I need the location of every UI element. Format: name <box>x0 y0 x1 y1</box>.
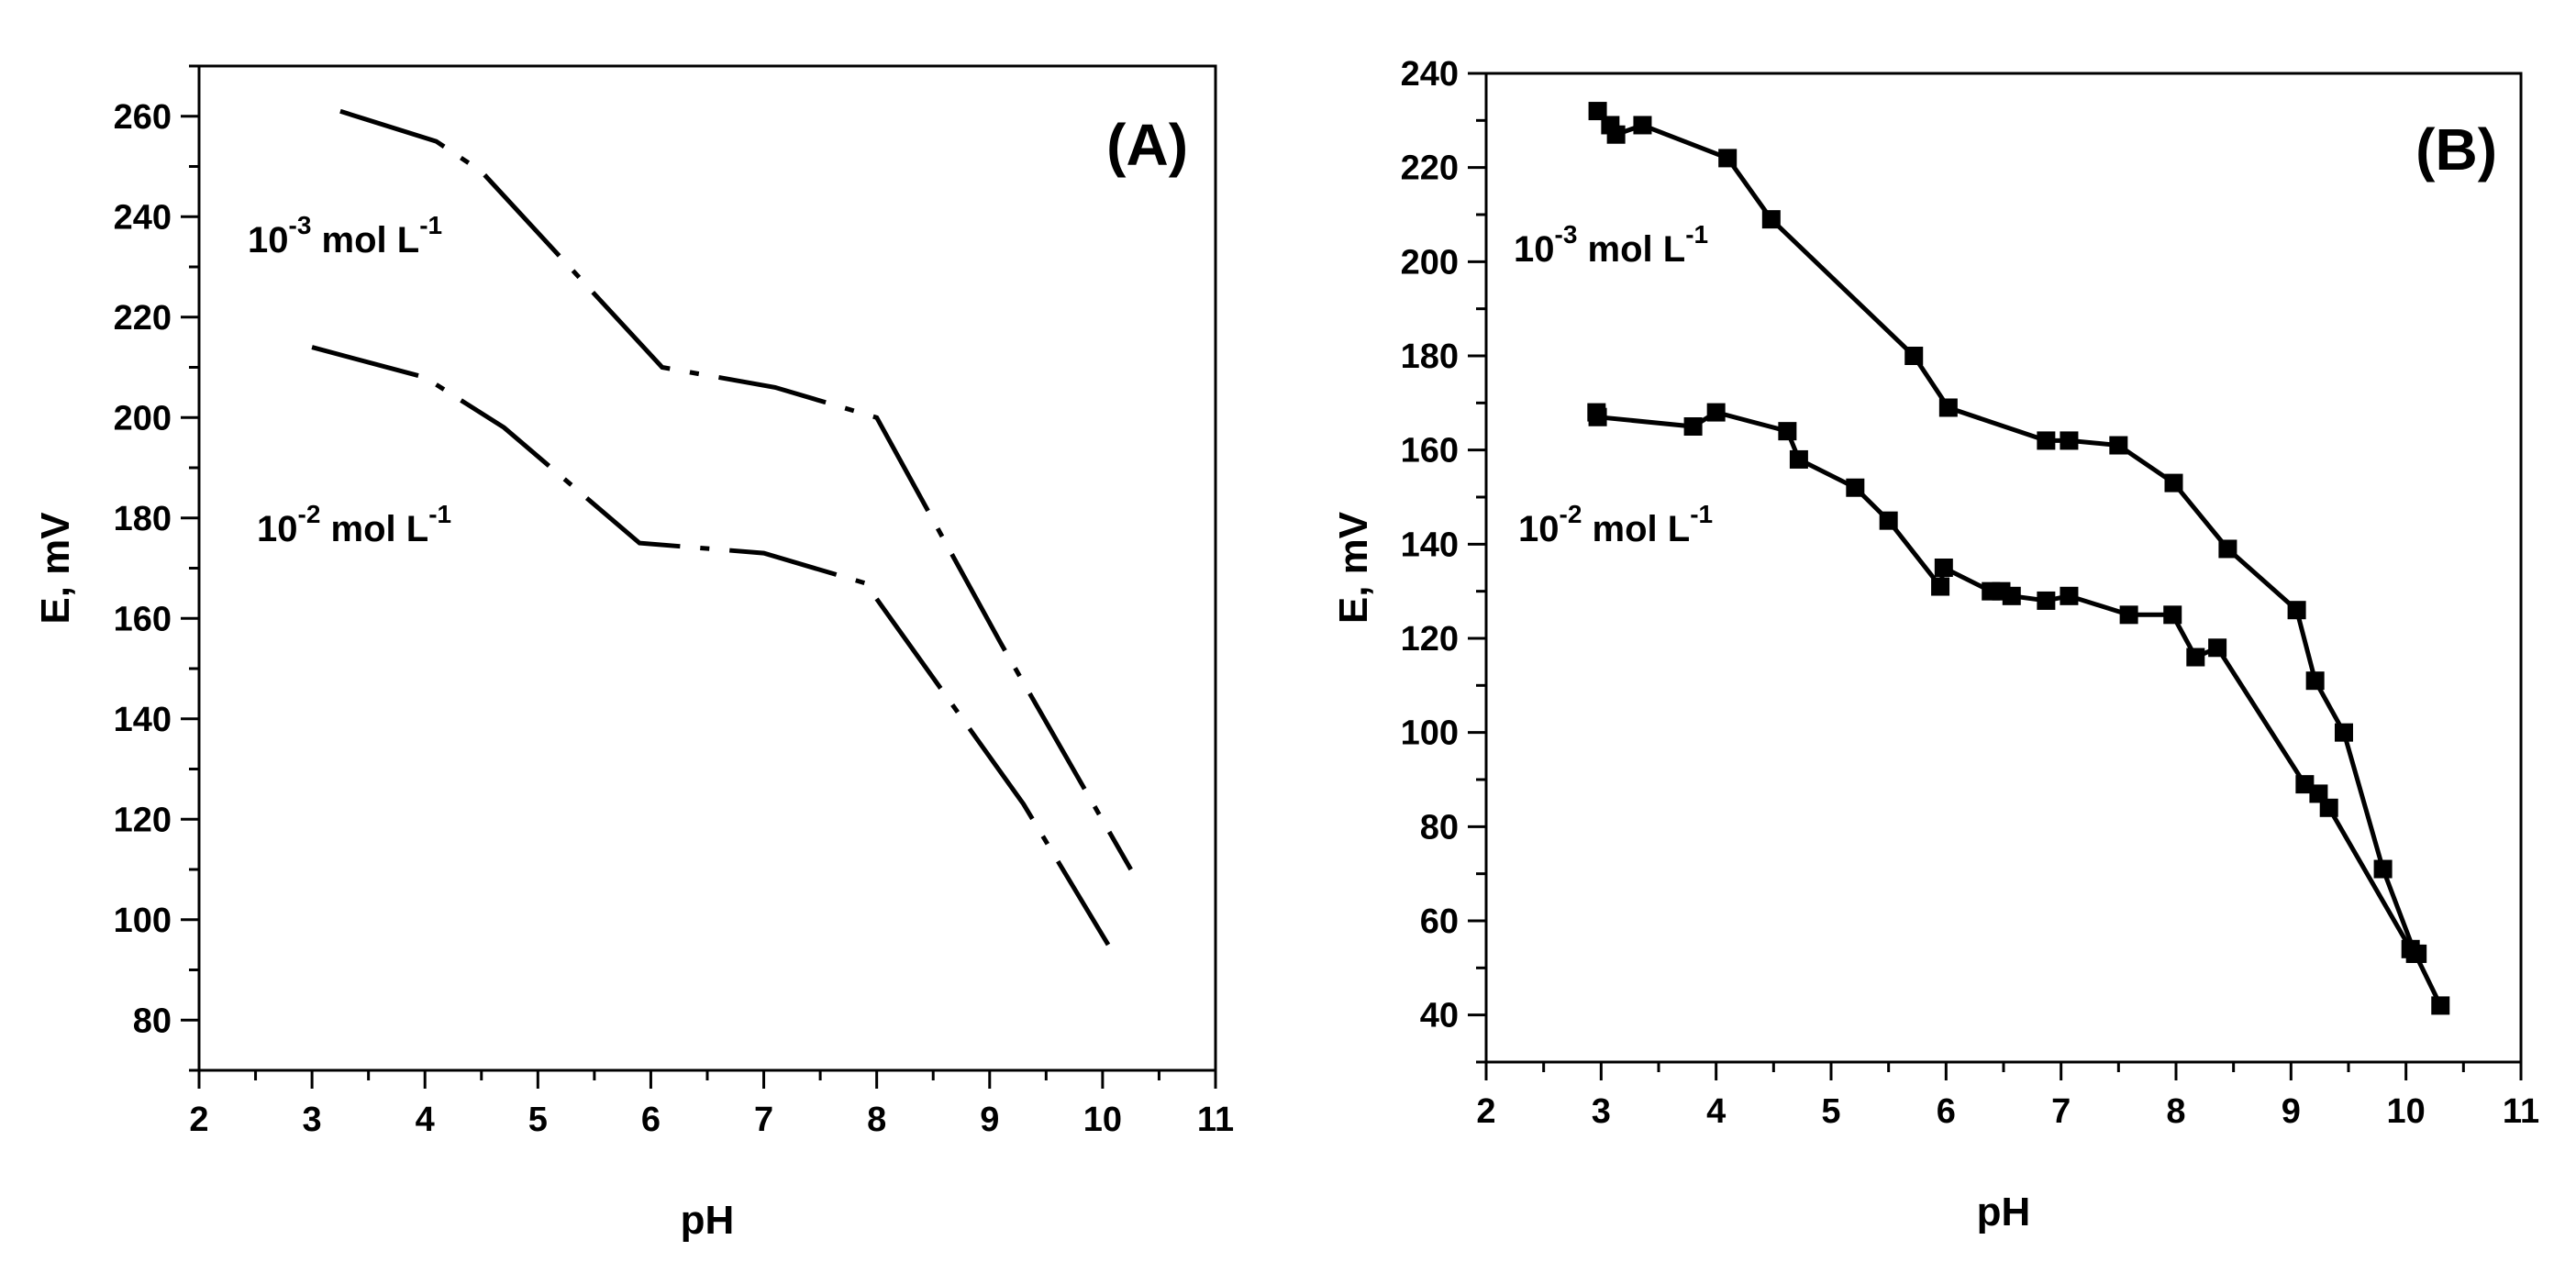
data-point-marker <box>1938 398 1958 417</box>
series-line-1 <box>1595 109 2443 1007</box>
series-line-2 <box>311 345 1111 946</box>
data-point-marker <box>2431 996 2450 1015</box>
data-point-marker <box>1879 511 1898 530</box>
y-tick-label: 100 <box>114 902 172 940</box>
data-point-marker <box>2060 586 2079 605</box>
panel-label: (A) <box>1106 112 1188 178</box>
plot-frame <box>1484 72 2523 1064</box>
x-tick-label: 5 <box>1821 1092 1840 1131</box>
data-point-marker <box>2060 431 2079 450</box>
data-point-marker <box>1683 417 1703 436</box>
y-tick-label: 200 <box>114 399 172 437</box>
data-point-marker <box>2295 775 2315 794</box>
data-point-marker <box>2373 859 2393 879</box>
panel-a-chart: 2 3 4 5 6 7 8 9 10 11 80 100 120 140 160 180 200 220 240 26… <box>33 64 1234 1243</box>
y-tick-label: 80 <box>133 1002 172 1040</box>
data-point-marker <box>2287 601 2306 620</box>
y-tick-label: 180 <box>114 500 172 538</box>
series-line-1 <box>339 108 1133 871</box>
x-tick-label: 3 <box>303 1101 322 1139</box>
x-tick-label: 5 <box>528 1101 548 1139</box>
y-axis-title: E, mV <box>33 512 78 625</box>
x-tick-label: 9 <box>980 1101 999 1139</box>
data-point-marker <box>2002 586 2021 605</box>
panel-label: (B) <box>2415 116 2497 183</box>
y-tick-label: 160 <box>114 600 172 638</box>
data-point-marker <box>2037 591 2056 610</box>
series-label-1: 10-3 mol L-1 <box>1514 220 1708 270</box>
data-point-marker <box>1633 116 1652 135</box>
data-point-marker <box>2164 473 2183 493</box>
series-line-2 <box>1593 409 2419 956</box>
data-point-marker <box>2119 605 2138 625</box>
x-axis-title: pH <box>681 1198 735 1243</box>
x-tick-label: 6 <box>1937 1092 1956 1131</box>
y-tick-label: 260 <box>114 98 172 137</box>
y-tick-label: 240 <box>114 198 172 237</box>
data-point-marker <box>1789 449 1808 469</box>
y-tick-label: 100 <box>1401 714 1459 753</box>
series-label-2: 10-2 mol L-1 <box>257 500 451 549</box>
x-tick-label: 7 <box>754 1101 773 1139</box>
data-point-marker <box>1778 422 1797 441</box>
data-point-marker <box>1718 149 1738 168</box>
x-axis-title: pH <box>1977 1190 2031 1234</box>
y-axis-title: E, mV <box>1331 511 1376 624</box>
panel-b-chart: 2 3 4 5 6 7 8 9 10 11 40 60 80 100 120 140 160 180 200 220 2… <box>1331 55 2539 1234</box>
y-tick-label: 140 <box>1401 526 1459 564</box>
series-label-2: 10-2 mol L-1 <box>1518 500 1713 549</box>
x-tick-label: 3 <box>1592 1092 1611 1131</box>
x-tick-label: 11 <box>1197 1101 1234 1139</box>
y-tick-label: 140 <box>114 701 172 739</box>
y-tick-label: 60 <box>1420 902 1459 941</box>
data-point-marker <box>2163 605 2182 625</box>
x-tick-label: 11 <box>2503 1092 2539 1131</box>
data-point-marker <box>2186 648 2205 667</box>
data-point-marker <box>1588 407 1607 426</box>
x-tick-label: 9 <box>2282 1092 2301 1131</box>
x-tick-label: 10 <box>1083 1101 1122 1139</box>
y-tick-label: 120 <box>114 801 172 839</box>
x-tick-label: 2 <box>189 1101 208 1139</box>
y-tick-label: 220 <box>114 299 172 338</box>
x-tick-label: 2 <box>1476 1092 1495 1131</box>
x-tick-label: 10 <box>2387 1092 2426 1131</box>
data-point-marker <box>2305 671 2325 691</box>
data-point-marker <box>2334 723 2353 742</box>
data-point-marker <box>1588 102 1607 121</box>
x-tick-label: 6 <box>641 1101 661 1139</box>
x-tick-label: 4 <box>416 1101 435 1139</box>
data-point-marker <box>1904 347 1924 365</box>
data-point-marker <box>1931 577 1950 596</box>
data-point-marker <box>1846 478 1865 497</box>
data-point-marker <box>2037 431 2056 450</box>
y-tick-label: 120 <box>1401 620 1459 659</box>
data-point-marker <box>1606 125 1626 144</box>
data-point-marker <box>1934 559 1953 577</box>
y-tick-label: 240 <box>1401 55 1459 94</box>
data-point-marker <box>2309 784 2328 803</box>
x-tick-label: 7 <box>2051 1092 2071 1131</box>
plot-frame <box>197 64 1217 1072</box>
data-point-marker <box>2319 798 2338 817</box>
data-point-marker <box>2109 436 2128 455</box>
x-tick-label: 4 <box>1706 1092 1726 1131</box>
series-label-1: 10-3 mol L-1 <box>248 211 442 260</box>
y-tick-label: 200 <box>1401 243 1459 282</box>
data-point-marker <box>2218 539 2237 559</box>
x-tick-label: 8 <box>2166 1092 2185 1131</box>
data-point-marker <box>2408 944 2427 963</box>
y-tick-label: 160 <box>1401 432 1459 470</box>
data-point-marker <box>1706 403 1726 422</box>
y-tick-label: 40 <box>1420 997 1459 1035</box>
y-tick-label: 180 <box>1401 338 1459 376</box>
x-tick-label: 8 <box>867 1101 886 1139</box>
y-tick-label: 80 <box>1420 808 1459 847</box>
data-point-marker <box>2208 638 2227 658</box>
y-tick-label: 220 <box>1401 149 1459 188</box>
data-point-marker <box>1761 210 1781 229</box>
